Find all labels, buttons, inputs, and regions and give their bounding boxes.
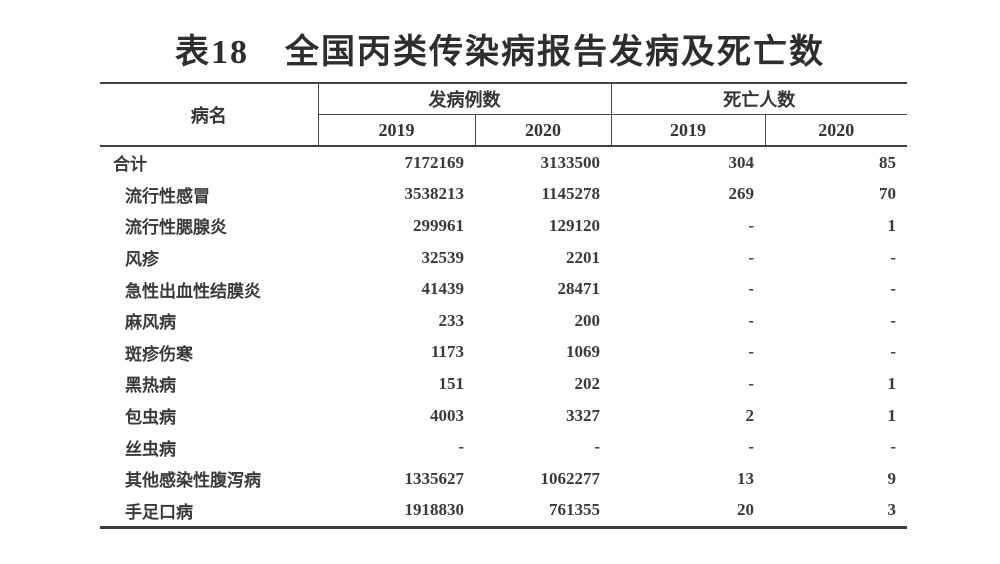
deaths-2020-cell: -: [890, 279, 896, 299]
cases-2019-cell: 32539: [421, 247, 465, 267]
cases-2019-cell: 3538213: [404, 184, 465, 204]
col-header-cases-2020: 2020: [475, 114, 612, 147]
table-row: 麻风病 233 200 - -: [100, 305, 907, 337]
deaths-2019-cell: -: [748, 247, 754, 267]
disease-name-cell: 流行性感冒: [125, 186, 210, 206]
deaths-2019-cell: -: [748, 373, 754, 393]
deaths-2019-cell: -: [748, 342, 754, 362]
table-row: 合计 7172169 3133500 304 85: [100, 146, 907, 179]
deaths-2020-cell: -: [890, 342, 896, 362]
table-header: 病名 发病例数 死亡人数 2019 2020 2019 2020: [100, 83, 907, 147]
table-body: 合计 7172169 3133500 304 85 流行性感冒 3538213 …: [100, 146, 907, 528]
table-row: 丝虫病 - - - -: [100, 431, 907, 463]
deaths-2019-cell: -: [748, 215, 754, 235]
cases-2020-cell: 129120: [549, 215, 600, 235]
table-row: 流行性腮腺炎 299961 129120 - 1: [100, 210, 907, 242]
cases-2020-cell: -: [594, 437, 600, 457]
deaths-2020-cell: 1: [887, 215, 897, 235]
deaths-2020-cell: 1: [887, 373, 897, 393]
cases-2019-cell: -: [458, 437, 464, 457]
cases-2020-cell: 3133500: [540, 152, 601, 172]
header-row-groups: 病名 发病例数 死亡人数: [100, 83, 907, 147]
deaths-2019-cell: -: [748, 279, 754, 299]
table-row: 黑热病 151 202 - 1: [100, 368, 907, 400]
cases-2020-cell: 202: [574, 373, 601, 393]
deaths-2019-cell: 13: [737, 468, 754, 488]
table-title: 表18 全国丙类传染病报告发病及死亡数: [175, 34, 825, 71]
deaths-2020-cell: -: [890, 247, 896, 267]
cases-2019-cell: 7172169: [404, 152, 465, 172]
deaths-2020-cell: 70: [879, 184, 896, 204]
header-row-years: 2019 2020 2019 2020: [100, 114, 907, 147]
col-header-deaths-2019: 2019: [611, 114, 766, 147]
col-header-disease: 病名: [100, 83, 319, 147]
col-header-cases-group: 发病例数: [318, 83, 612, 115]
table-row: 风疹 32539 2201 - -: [100, 242, 907, 274]
data-table: 病名 发病例数 死亡人数 2019 2020 2019 2020 合计 7172…: [100, 82, 907, 530]
table-row: 急性出血性结膜炎 41439 28471 - -: [100, 273, 907, 305]
table-row: 手足口病 1918830 761355 20 3: [100, 495, 907, 528]
deaths-2020-cell: 9: [887, 468, 897, 488]
disease-name-cell: 流行性腮腺炎: [125, 218, 227, 238]
col-header-deaths-group: 死亡人数: [611, 83, 907, 115]
cases-2020-cell: 1062277: [540, 468, 601, 488]
deaths-2020-cell: -: [890, 310, 896, 330]
cases-2020-cell: 1069: [566, 342, 600, 362]
disease-name-cell: 合计: [113, 155, 147, 175]
disease-name-cell: 其他感染性腹泻病: [125, 471, 261, 491]
disease-name-cell: 斑疹伤寒: [125, 344, 193, 364]
disease-name-cell: 丝虫病: [125, 439, 176, 459]
deaths-2020-cell: 3: [887, 500, 897, 520]
cases-2019-cell: 4003: [430, 405, 464, 425]
cases-2019-cell: 41439: [421, 279, 465, 299]
cases-2019-cell: 233: [438, 310, 465, 330]
col-header-cases-2019: 2019: [318, 114, 476, 147]
deaths-2019-cell: 20: [737, 500, 754, 520]
disease-name-cell: 包虫病: [125, 408, 176, 428]
col-header-deaths-2020: 2020: [765, 114, 907, 147]
cases-2020-cell: 1145278: [541, 184, 600, 204]
deaths-2020-cell: -: [890, 437, 896, 457]
deaths-2019-cell: -: [748, 437, 754, 457]
disease-name-cell: 黑热病: [125, 376, 176, 396]
cases-2019-cell: 1335627: [404, 468, 465, 488]
deaths-2019-cell: 269: [728, 184, 755, 204]
cases-2019-cell: 299961: [413, 215, 464, 235]
disease-name-cell: 麻风病: [125, 313, 176, 333]
deaths-2019-cell: 2: [745, 405, 755, 425]
deaths-2019-cell: -: [748, 310, 754, 330]
table-row: 其他感染性腹泻病 1335627 1062277 13 9: [100, 463, 907, 495]
deaths-2020-cell: 1: [887, 405, 897, 425]
table-row: 斑疹伤寒 1173 1069 - -: [100, 337, 907, 369]
deaths-2019-cell: 304: [728, 152, 755, 172]
cases-2020-cell: 28471: [557, 279, 601, 299]
cases-2019-cell: 151: [438, 373, 465, 393]
cases-2020-cell: 200: [574, 310, 601, 330]
table-row: 流行性感冒 3538213 1145278 269 70: [100, 179, 907, 211]
cases-2019-cell: 1918830: [404, 500, 465, 520]
cases-2020-cell: 3327: [566, 405, 600, 425]
deaths-2020-cell: 85: [879, 152, 896, 172]
cases-2020-cell: 761355: [549, 500, 600, 520]
cases-2019-cell: 1173: [430, 342, 464, 362]
table-row: 包虫病 4003 3327 2 1: [100, 400, 907, 432]
cases-2020-cell: 2201: [566, 247, 600, 267]
disease-name-cell: 急性出血性结膜炎: [125, 281, 261, 301]
disease-name-cell: 风疹: [125, 250, 159, 270]
disease-name-cell: 手足口病: [125, 502, 193, 522]
